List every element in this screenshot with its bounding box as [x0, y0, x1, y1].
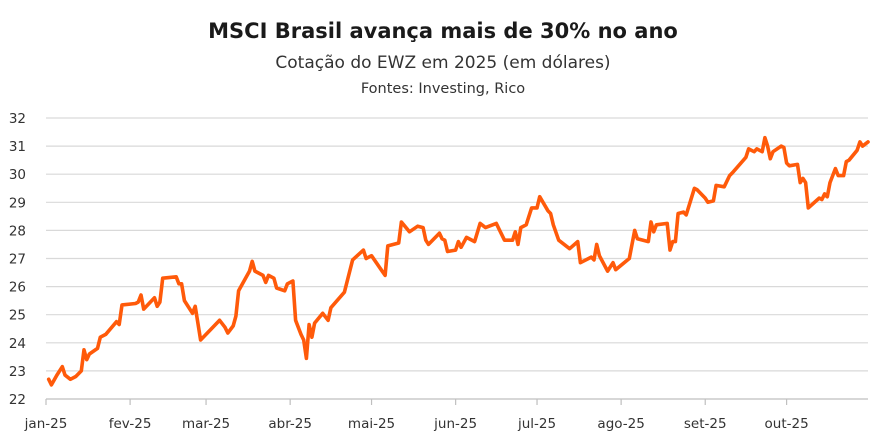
y-tick-label: 23	[9, 364, 26, 380]
series-line	[46, 135, 870, 387]
x-tick-label: abr-25	[268, 416, 312, 432]
y-tick-label: 30	[9, 167, 26, 183]
chart-source: Fontes: Investing, Rico	[361, 81, 525, 97]
x-tick-label: set-25	[684, 416, 727, 432]
y-tick-label: 27	[9, 252, 26, 268]
y-tick-label: 25	[9, 308, 26, 324]
y-tick-label: 26	[9, 280, 26, 296]
chart-subtitle: Cotação do EWZ em 2025 (em dólares)	[275, 53, 610, 73]
x-tick-label: mar-25	[182, 416, 230, 432]
y-tick-label: 28	[9, 223, 26, 239]
x-axis: jan-25 fev-25 mar-25 abr-25 mai-25 jun-25 jul-…	[24, 399, 809, 432]
y-tick-label: 32	[9, 111, 26, 127]
y-tick-label: 22	[9, 392, 26, 408]
y-tick-label: 29	[9, 195, 26, 211]
chart-title: MSCI Brasil avança mais de 30% no ano	[208, 19, 678, 43]
x-tick-label: jul-25	[517, 416, 556, 432]
x-tick-label: fev-25	[109, 416, 152, 432]
y-axis: 22 23 24 25 26 27 28 29 30 31 32	[9, 111, 26, 408]
y-tick-label: 24	[9, 336, 26, 352]
gridlines	[46, 117, 868, 400]
y-tick-label: 31	[9, 139, 26, 155]
x-tick-label: out-25	[765, 416, 809, 432]
x-tick-label: ago-25	[597, 416, 644, 432]
x-tick-label: jan-25	[24, 416, 68, 432]
x-tick-label: mai-25	[348, 416, 395, 432]
series-layer	[46, 135, 870, 387]
x-tick-label: jun-25	[433, 416, 477, 432]
